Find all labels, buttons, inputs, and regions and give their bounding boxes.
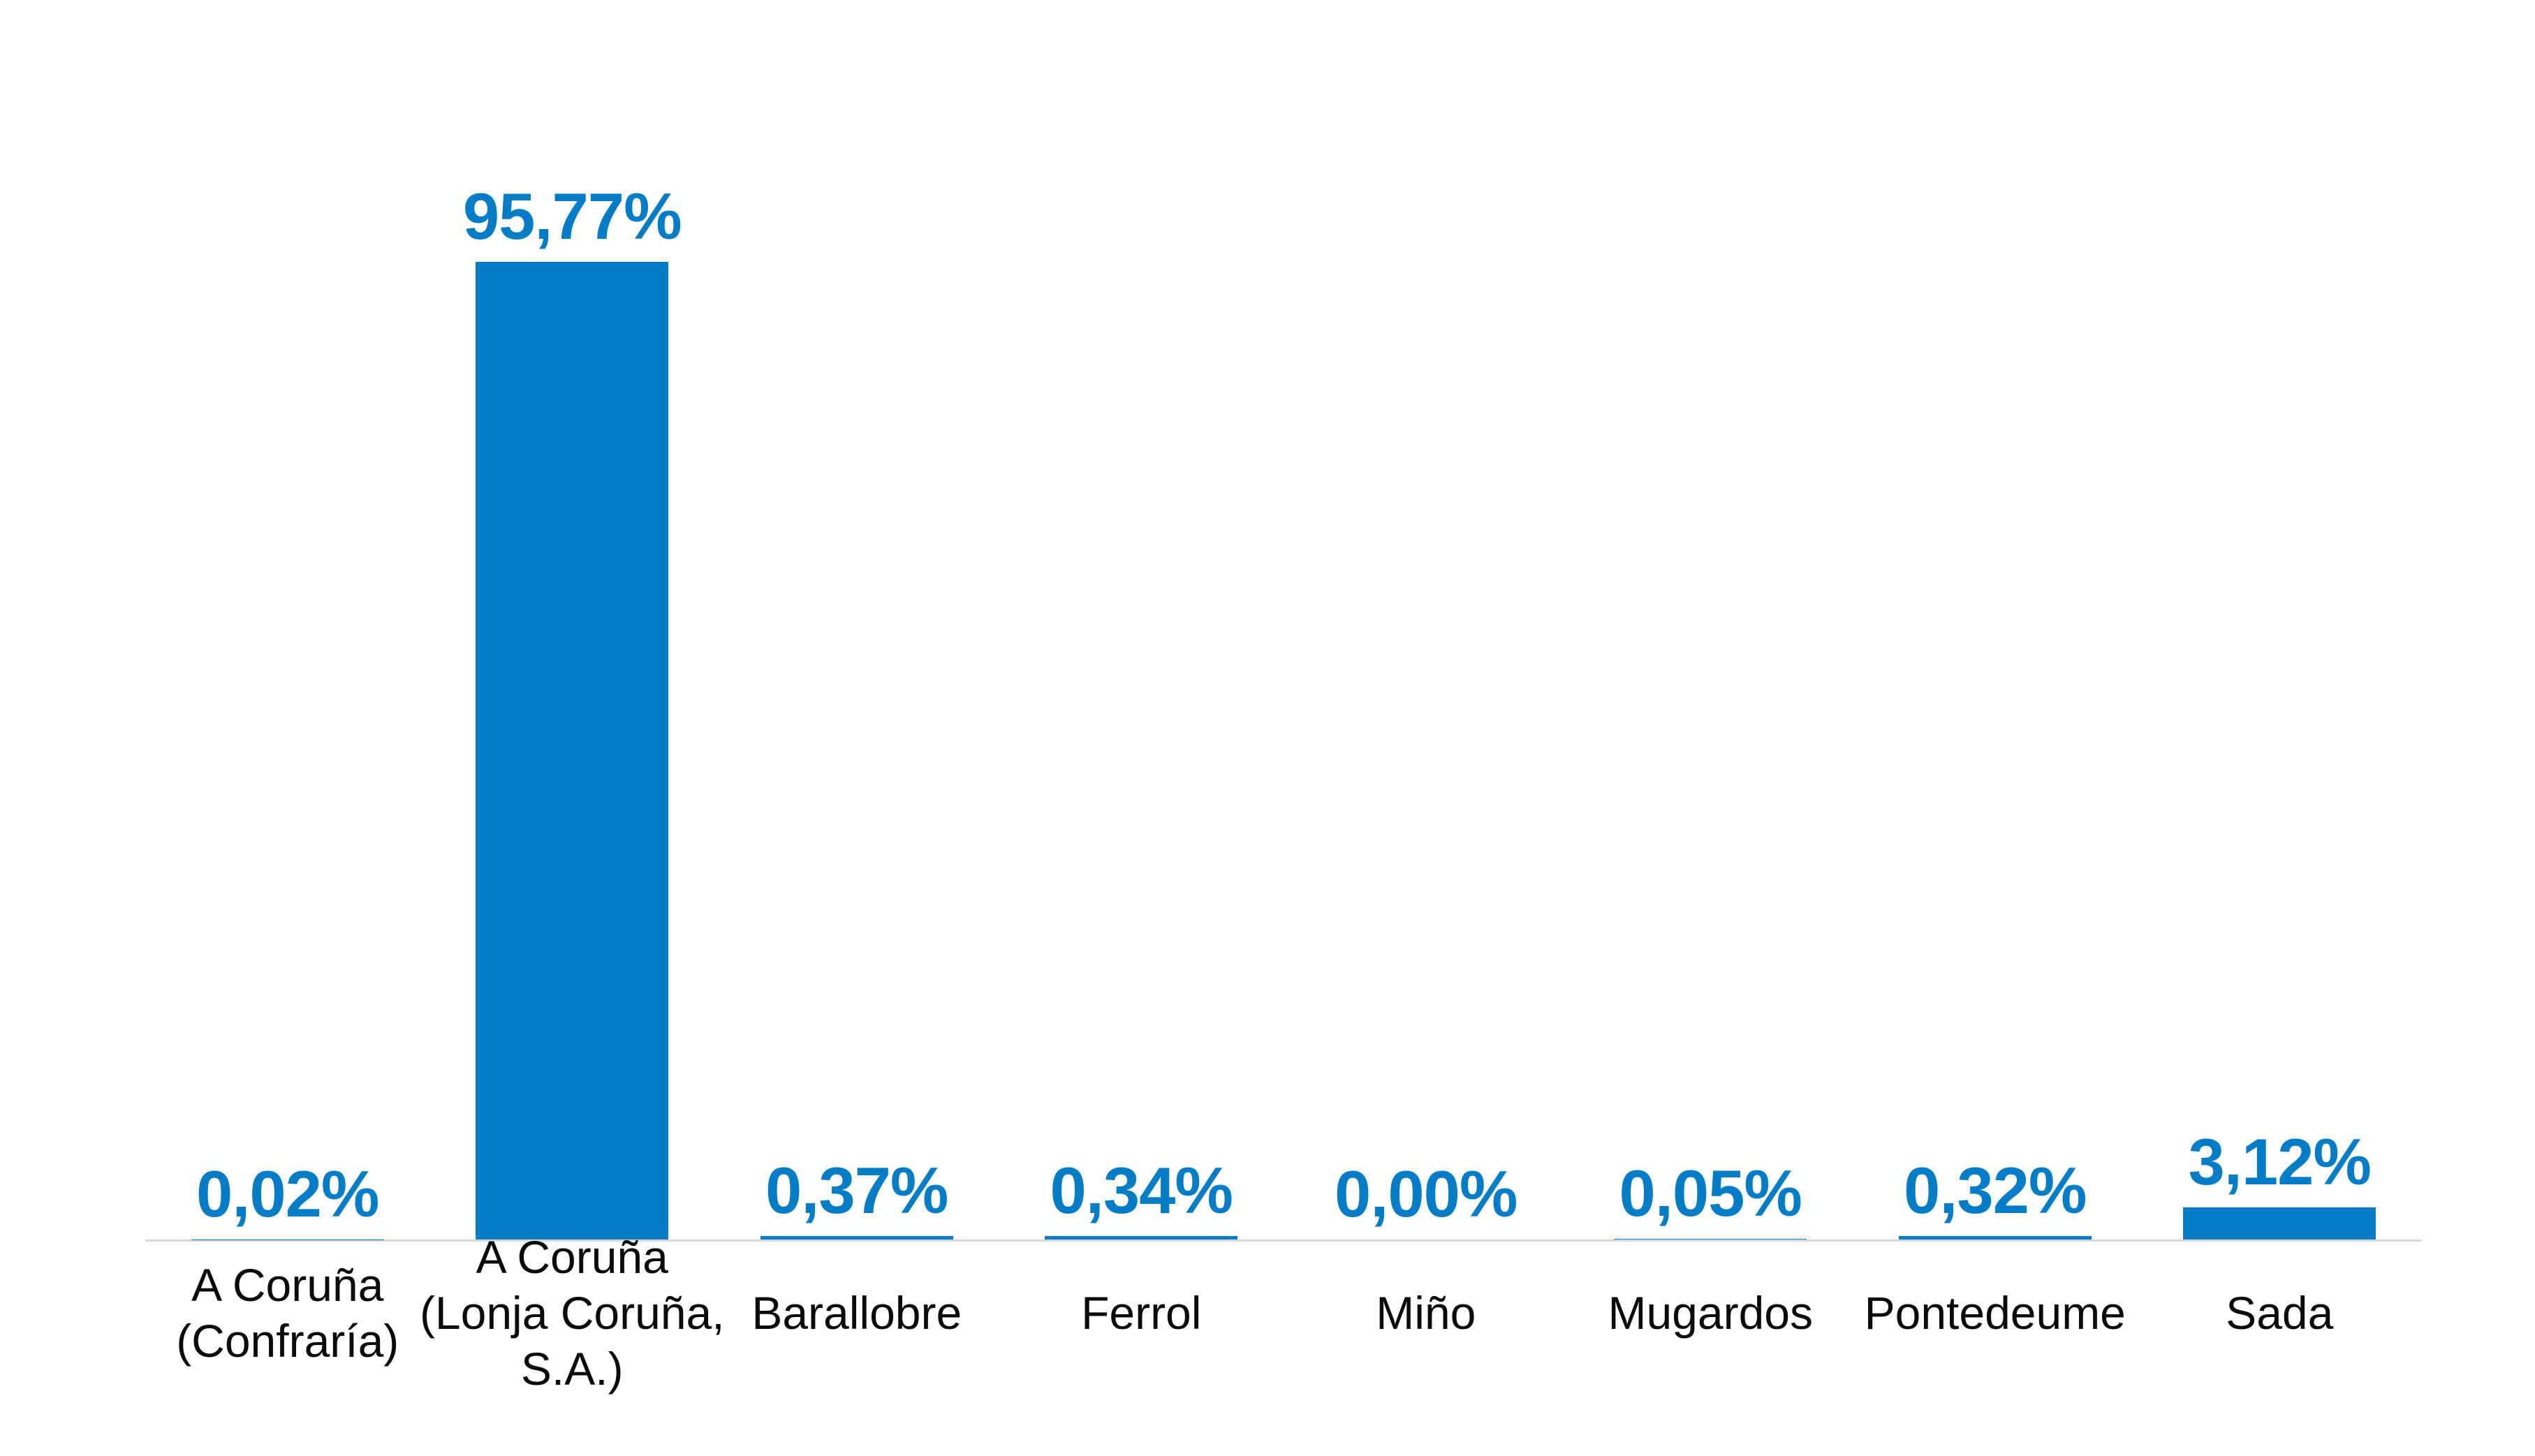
bar[interactable]	[1045, 1236, 1238, 1240]
value-label: 0,37%	[765, 1153, 949, 1227]
value-label: 0,00%	[1334, 1157, 1518, 1230]
category-label: Miño	[1376, 1287, 1476, 1339]
category-label: A Coruña (Lonja Coruña, S.A.)	[419, 1231, 725, 1395]
category-label: Mugardos	[1608, 1287, 1814, 1339]
value-label: 3,12%	[2188, 1125, 2372, 1199]
category-label: Barallobre	[751, 1287, 962, 1339]
bar[interactable]	[760, 1235, 953, 1240]
x-axis-baseline	[145, 1240, 2422, 1242]
bar[interactable]	[1614, 1239, 1807, 1240]
category-label: A Coruña (Confraría)	[176, 1259, 399, 1367]
bar[interactable]	[1898, 1236, 2092, 1240]
category-label: Pontedeume	[1864, 1287, 2126, 1339]
value-label: 95,77%	[462, 179, 682, 253]
value-label: 0,34%	[1050, 1154, 1233, 1228]
bar[interactable]	[2183, 1207, 2376, 1240]
category-label: Ferrol	[1081, 1287, 1202, 1339]
value-label: 0,05%	[1619, 1156, 1802, 1230]
category-label: Sada	[2226, 1287, 2334, 1339]
value-label: 0,02%	[196, 1156, 380, 1230]
bar[interactable]	[476, 262, 669, 1240]
value-label: 0,32%	[1903, 1154, 2087, 1228]
